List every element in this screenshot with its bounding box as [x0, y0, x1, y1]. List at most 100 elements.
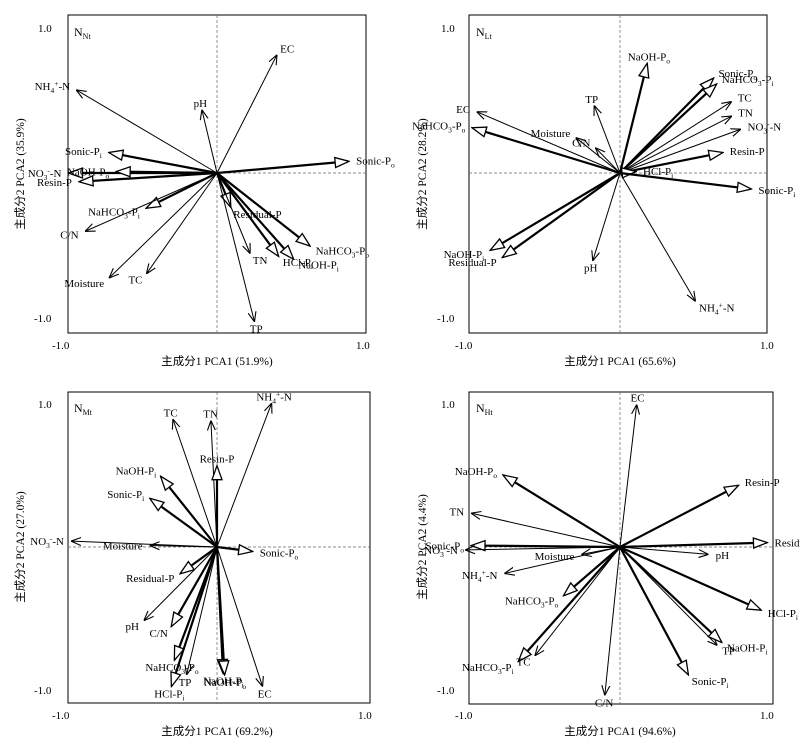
x-axis-label: 主成分1 PCA1 (94.6%): [564, 725, 676, 738]
vector-label-ec: EC: [258, 688, 272, 700]
vector-label-nahco3-pi: NaHCO3-Pi: [88, 206, 140, 220]
vector-label-ec: EC: [630, 392, 644, 404]
vector-nahco3-po: [473, 128, 621, 175]
vector-naoh-pi: [491, 172, 621, 250]
x-axis-label: 主成分1 PCA1 (65.6%): [564, 355, 676, 368]
vector-label-resin-p: Resin-P: [37, 177, 72, 189]
vector-label-resin-p: Resin-P: [200, 454, 235, 466]
vector-residual-p: [619, 543, 766, 547]
y-tick-min: -1.0: [34, 685, 52, 697]
vector-label-sonic-po: Sonic-Po: [425, 541, 464, 555]
y-axis-label: 主成分2 PCA2 (27.0%): [14, 491, 27, 603]
vector-label-moisture: Moisture: [535, 551, 575, 563]
x-tick-min: -1.0: [52, 340, 70, 352]
vector-tn: [216, 172, 250, 253]
vector-no3-n: [466, 547, 621, 550]
vector-label-naoh-po: NaOH-Po: [204, 677, 247, 691]
vector-label-tc: TC: [738, 93, 752, 105]
vector-label-nahco3-po: NaHCO3-Po: [316, 246, 370, 260]
panel-label: NMt: [74, 401, 93, 417]
vector-label-ph: pH: [584, 263, 598, 275]
y-tick-max: 1.0: [441, 23, 455, 35]
vector-label-tc: TC: [164, 407, 178, 419]
vector-label-moisture: Moisture: [531, 128, 571, 140]
vector-label-resin-p: Resin-P: [730, 146, 765, 158]
vector-naoh-po: [215, 546, 225, 674]
vector-ph: [619, 546, 708, 554]
vector-label-nahco3-po: NaHCO3-Po: [505, 596, 559, 610]
vector-label-c-n: C/N: [572, 138, 590, 150]
vector-hcl-pi: [172, 546, 219, 686]
vector-label-ph: pH: [194, 98, 208, 110]
vector-nh4plus-n: [505, 546, 621, 573]
vector-ec: [478, 112, 621, 174]
vector-label-c-n: C/N: [60, 229, 78, 241]
x-tick-min: -1.0: [455, 340, 473, 352]
vector-label-resin-p: Resin-P: [745, 477, 780, 489]
panel-label: NNt: [74, 25, 91, 41]
vector-label-naoh-po: NaOH-Po: [455, 466, 498, 480]
vector-tp: [187, 546, 218, 674]
vector-label-naoh-pi: NaOH-Pi: [727, 643, 768, 657]
vector-resin-p: [80, 171, 218, 182]
vector-tp: [216, 172, 254, 321]
vector-label-tp: TP: [250, 324, 263, 336]
y-tick-max: 1.0: [38, 399, 52, 411]
vector-label-naoh-pi: NaOH-Pi: [116, 466, 157, 480]
vector-label-sonic-pi: Sonic-Pi: [65, 146, 102, 160]
x-tick-max: 1.0: [760, 340, 774, 352]
vector-naoh-po: [117, 172, 218, 173]
vector-label-naoh-pi: NaOH-Pi: [444, 249, 485, 263]
vector-label-no3-n: NO3--N: [30, 534, 64, 550]
vector-tp: [595, 106, 621, 174]
vector-label-tn: TN: [253, 255, 268, 267]
vector-label-ec: EC: [456, 104, 470, 116]
vector-label-nahco3-pi: NaHCO3-Pi: [722, 74, 774, 88]
vector-ph: [593, 172, 621, 260]
vector-label-moisture: Moisture: [64, 278, 104, 290]
vector-tn: [619, 116, 731, 174]
vector-label-tn: TN: [738, 108, 753, 120]
vector-nh4plus-n: [77, 90, 218, 174]
vector-label-nahco3-po: NaHCO3-Po: [412, 121, 466, 135]
vector-label-naoh-po: NaOH-Po: [67, 166, 110, 180]
vector-label-tp: TP: [722, 646, 735, 658]
vector-c-n: [605, 546, 621, 694]
vector-nahco3-pi: [147, 172, 218, 208]
vector-label-sonic-po: Sonic-Po: [260, 547, 299, 561]
vector-label-sonic-po: Sonic-Po: [719, 68, 758, 82]
vector-c-n: [86, 172, 218, 231]
vector-label-tc: TC: [128, 275, 142, 287]
vector-ph: [145, 546, 218, 620]
panel-nmt: NH4+-N TC TN Resin-P NaOH-Pi Sonic-Pi NO3--N Mo…: [14, 389, 372, 738]
y-tick-min: -1.0: [437, 313, 455, 325]
vector-naoh-pi: [161, 477, 218, 548]
vector-label-no3-n: NO3--N: [424, 543, 458, 559]
vector-ec: [216, 56, 277, 174]
y-tick-min: -1.0: [437, 685, 455, 697]
vector-nh4plus-n: [216, 404, 271, 548]
vector-sonic-pi: [619, 171, 751, 189]
vector-tc: [147, 172, 218, 273]
vector-label-no3-n: NO3--N: [28, 166, 62, 182]
vector-nahco3-po: [564, 546, 621, 595]
vector-label-moisture: Moisture: [103, 540, 143, 552]
vector-label-hcl-pi: HCl-Pi: [768, 608, 798, 622]
x-axis-label: 主成分1 PCA1 (51.9%): [161, 355, 273, 368]
panel-label: NHt: [476, 401, 493, 417]
vector-label-residual-p: Residual-P: [126, 573, 174, 585]
x-tick-max: 1.0: [356, 340, 370, 352]
vector-nahco3-pi: [519, 546, 621, 661]
vector-label-no3-n: NO3--N: [748, 120, 782, 136]
x-tick-min: -1.0: [455, 710, 473, 722]
vector-label-c-n: C/N: [595, 697, 613, 709]
y-axis-label: 主成分2 PCA2 (28.2%): [416, 118, 429, 230]
vector-moisture: [151, 546, 218, 547]
vector-label-hcl-pi: HCl-Pi: [154, 688, 184, 702]
vector-c-n: [172, 546, 218, 626]
vector-ec: [619, 405, 637, 548]
vector-label-sonic-pi: Sonic-Pi: [692, 676, 729, 690]
vector-label-ec: EC: [280, 43, 294, 55]
